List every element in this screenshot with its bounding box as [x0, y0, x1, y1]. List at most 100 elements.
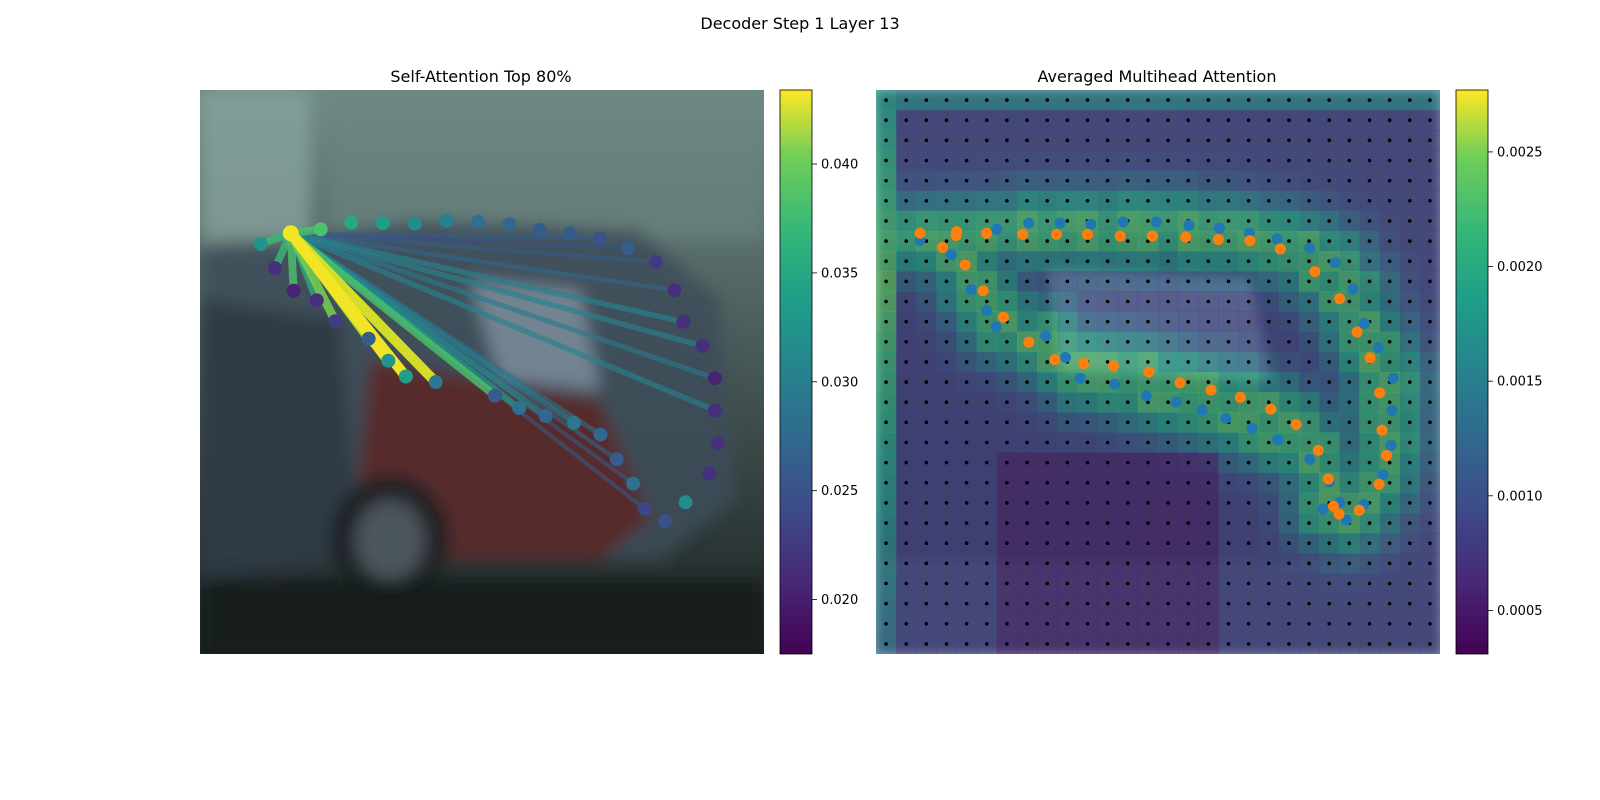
grid-dot — [1085, 118, 1090, 123]
grid-dot — [1146, 319, 1150, 324]
colorbar-tick-label: 0.0020 — [1497, 260, 1543, 275]
blue-point — [1317, 503, 1329, 515]
grid-dot — [1347, 581, 1352, 586]
grid-dot — [1065, 138, 1070, 143]
grid-dot — [1105, 420, 1110, 425]
grid-dot — [904, 360, 909, 364]
grid-dot — [1005, 339, 1009, 344]
grid-dot — [1387, 198, 1392, 203]
grid-dot — [1206, 460, 1211, 465]
grid-dot — [1307, 480, 1311, 485]
blue-point — [991, 223, 1003, 235]
grid-dot — [1407, 339, 1412, 344]
grid-dot — [924, 158, 929, 163]
grid-dot — [1125, 541, 1130, 546]
keypoint — [532, 222, 547, 237]
grid-dot — [984, 521, 989, 525]
grid-dot — [1025, 259, 1029, 264]
grid-dot — [944, 98, 949, 102]
grid-dot — [1428, 460, 1432, 465]
grid-dot — [1287, 259, 1291, 264]
grid-dot — [1105, 339, 1110, 344]
keypoint — [381, 353, 396, 368]
grid-dot — [944, 178, 949, 183]
orange-point — [1049, 354, 1061, 366]
grid-dot — [1166, 138, 1170, 143]
grid-dot — [1045, 440, 1050, 445]
grid-dot — [1246, 621, 1251, 626]
grid-dot — [1005, 601, 1009, 606]
grid-dot — [1367, 98, 1372, 102]
grid-dot — [1266, 198, 1271, 203]
grid-dot — [964, 380, 969, 384]
grid-dot — [984, 178, 989, 183]
grid-dot — [1287, 501, 1291, 505]
grid-dot — [964, 521, 969, 525]
grid-dot — [1266, 440, 1271, 445]
grid-dot — [924, 299, 929, 304]
grid-dot — [1347, 319, 1352, 324]
grid-dot — [1367, 642, 1372, 646]
attention-link — [288, 230, 706, 349]
grid-dot — [1146, 642, 1150, 646]
grid-dot — [1246, 501, 1251, 505]
grid-dot — [904, 118, 909, 123]
grid-dot — [1206, 621, 1211, 626]
blue-point — [1023, 217, 1035, 229]
grid-dot — [1206, 400, 1211, 405]
grid-dot — [1125, 360, 1130, 364]
orange-point — [1364, 352, 1376, 364]
grid-dot — [1287, 460, 1291, 465]
grid-dot — [1347, 420, 1352, 425]
orange-point — [950, 230, 962, 242]
grid-dot — [1025, 380, 1029, 384]
grid-dot — [1045, 400, 1050, 405]
grid-dot — [1085, 480, 1090, 485]
grid-dot — [924, 118, 929, 123]
keypoint — [710, 436, 725, 451]
grid-dot — [1287, 339, 1291, 344]
grid-dot — [1045, 541, 1050, 546]
grid-dot — [1327, 158, 1332, 163]
grid-dot — [1025, 138, 1029, 143]
grid-dot — [1428, 521, 1432, 525]
grid-dot — [964, 219, 969, 223]
grid-dot — [1307, 621, 1311, 626]
grid-dot — [1146, 621, 1150, 626]
orange-point — [977, 285, 989, 297]
grid-dot — [904, 440, 909, 445]
grid-dot — [1005, 400, 1009, 405]
left-axes: Self-Attention Top 80% — [200, 67, 764, 654]
grid-dot — [1025, 621, 1029, 626]
blue-point — [1386, 404, 1398, 416]
keypoint — [626, 476, 641, 491]
grid-dot — [1085, 299, 1090, 304]
keypoint — [609, 452, 624, 467]
grid-dot — [1105, 521, 1110, 525]
grid-dot — [1428, 480, 1432, 485]
grid-dot — [924, 581, 929, 586]
grid-dot — [1065, 440, 1070, 445]
grid-dot — [1367, 279, 1372, 284]
grid-dot — [1226, 380, 1231, 384]
blue-point — [1074, 372, 1086, 384]
grid-dot — [1125, 460, 1130, 465]
grid-dot — [984, 219, 989, 223]
grid-dot — [1387, 299, 1392, 304]
orange-point — [1374, 387, 1386, 399]
grid-dot — [904, 460, 909, 465]
grid-dot — [1246, 118, 1251, 123]
grid-dot — [944, 259, 949, 264]
grid-dot — [1347, 400, 1352, 405]
keypoint — [562, 226, 577, 241]
grid-dot — [964, 158, 969, 163]
grid-dot — [1206, 561, 1211, 566]
grid-dot — [1387, 460, 1392, 465]
grid-dot — [1246, 198, 1251, 203]
blue-point — [1373, 342, 1385, 354]
grid-dot — [1347, 561, 1352, 566]
grid-dot — [1005, 118, 1009, 123]
grid-dot — [1065, 219, 1070, 223]
grid-dot — [1025, 480, 1029, 485]
keypoint — [593, 427, 608, 442]
